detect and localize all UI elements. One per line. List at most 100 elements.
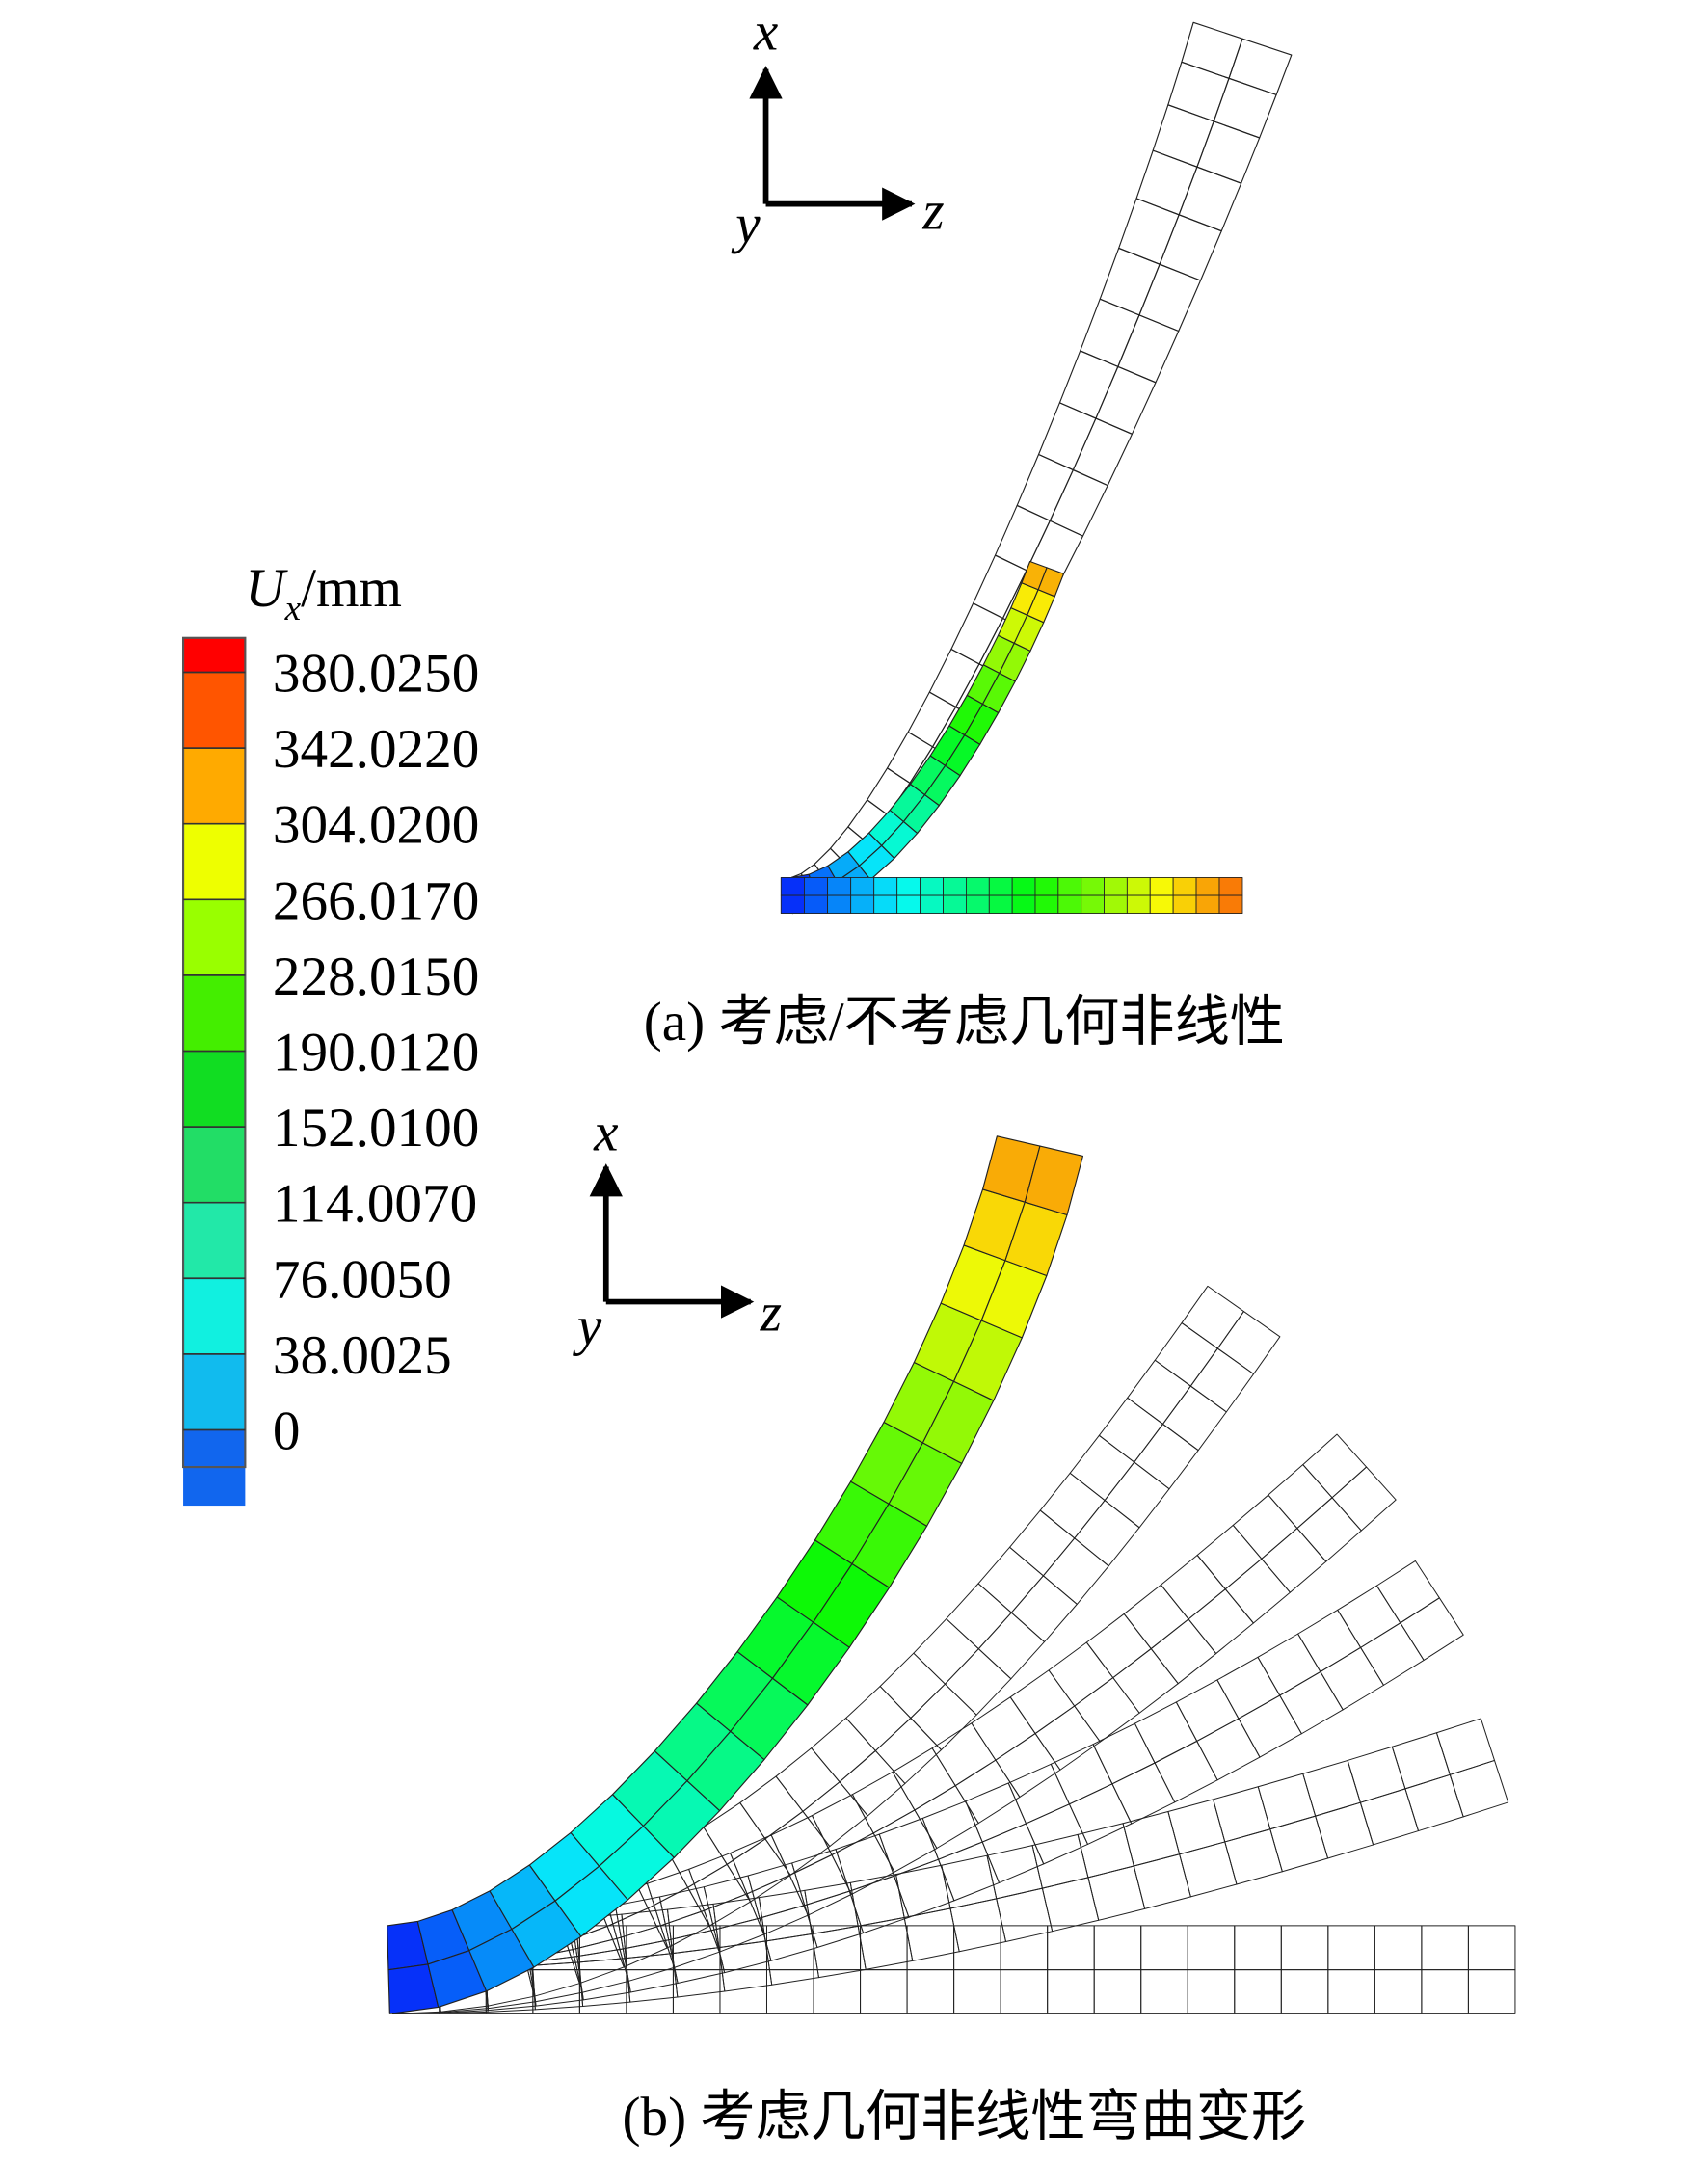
mesh-element [1161,1385,1227,1452]
axis-triad [749,66,916,221]
mesh-element [906,1925,955,1971]
mesh-element [953,1969,1001,2014]
mesh-element [1049,468,1108,537]
mesh-element [1037,402,1097,471]
mesh-element [943,894,967,915]
mesh-element [1228,38,1293,95]
mesh-element [1150,1618,1217,1685]
mesh-element [712,1897,766,1949]
legend-title-unit: /mm [301,558,402,619]
mesh-element [1302,1759,1361,1817]
mesh-element [1181,21,1243,79]
mesh-element [1000,1925,1049,1971]
mesh-element [1435,1718,1496,1775]
mesh-element [1074,1500,1140,1567]
mesh-element [1135,149,1198,216]
mesh-element [913,1618,979,1685]
mesh-element [1034,877,1059,896]
mesh-element [1178,166,1242,232]
mesh-element [1149,877,1174,896]
mesh-element [1467,1925,1516,1971]
mesh-element [1327,1969,1375,2014]
mesh-element [1337,1585,1401,1648]
mesh-element [1213,77,1277,139]
mesh-element [1149,894,1174,915]
caption: (b) 考虑几何非线性弯曲变形 [622,2087,1306,2147]
legend-band [183,637,246,673]
mesh-element [672,1969,721,2014]
mesh-element [1050,1744,1113,1805]
mesh-element [1093,1969,1142,2014]
mesh-element [1421,1925,1469,1971]
legend-label: 266.0170 [273,870,479,931]
mesh-element [1269,1815,1329,1873]
mesh-element [966,877,990,896]
mesh-element [1187,1925,1236,1971]
mesh-element [1123,1584,1189,1650]
mesh-element [848,1875,910,1934]
mesh-element [1092,1722,1156,1785]
mesh-element [910,1683,977,1750]
mesh-element [977,1546,1044,1613]
mesh-element [1104,894,1128,915]
mesh-element [1327,1925,1375,1971]
mesh-element [1039,1472,1106,1539]
mesh-element [1331,1466,1397,1532]
mesh-element [1195,877,1220,896]
mesh-element [1127,1359,1191,1425]
axis-label: y [573,1296,602,1357]
mesh-element [1213,1786,1271,1843]
mesh-element [1117,314,1180,384]
mesh-element [1391,1732,1451,1790]
legend-title-symbol: U [245,558,288,619]
mesh-element [687,1863,752,1927]
mesh-element [791,1849,850,1907]
mesh-element [920,877,944,896]
mesh-element [988,894,1013,915]
mesh-element [1152,104,1214,168]
mesh-element [1069,1434,1135,1502]
mesh-element [860,1969,908,2014]
mesh-element [1375,1560,1440,1624]
mesh-element [1218,877,1243,896]
mesh-element [1047,1925,1095,1971]
mesh-element [946,1583,1012,1650]
mesh-element [1234,1925,1282,1971]
legend-band [183,672,246,749]
mesh-element [827,894,852,915]
mesh-element [672,1947,726,1998]
mesh-element [873,894,898,915]
mesh-element [765,1969,814,2014]
axis-triad [589,1163,755,1319]
mesh-element [1099,247,1161,316]
mesh-element [1320,1646,1384,1711]
mesh-element [1296,1497,1362,1562]
mesh-element [1234,1969,1282,2014]
mesh-element [1085,1613,1152,1679]
mesh-element [1034,894,1059,915]
mesh-element [765,1925,814,1971]
mesh-element [1134,1423,1199,1490]
legend-label: 380.0250 [273,644,479,705]
axis-label: z [760,1283,782,1344]
meshes [387,21,1516,2014]
mesh-element [943,877,967,896]
mesh-element [1187,1969,1236,2014]
mesh-element [1280,1925,1329,1971]
mesh-element [827,877,852,896]
mesh-element [1112,1648,1179,1714]
mesh-element [1172,894,1197,915]
mesh-element [1261,1528,1327,1593]
mesh-element [1280,1969,1329,2014]
mesh-element [1172,877,1197,896]
mesh-element [1188,1588,1254,1655]
mesh-element [906,1969,955,2014]
legend-frame [181,636,247,1469]
mesh-element [1400,1597,1464,1661]
mesh-element [1140,1925,1188,1971]
mesh-element [1257,1633,1321,1696]
mesh-element [873,877,898,896]
mesh-element [1057,877,1082,896]
legend-label: 152.0100 [273,1098,479,1159]
